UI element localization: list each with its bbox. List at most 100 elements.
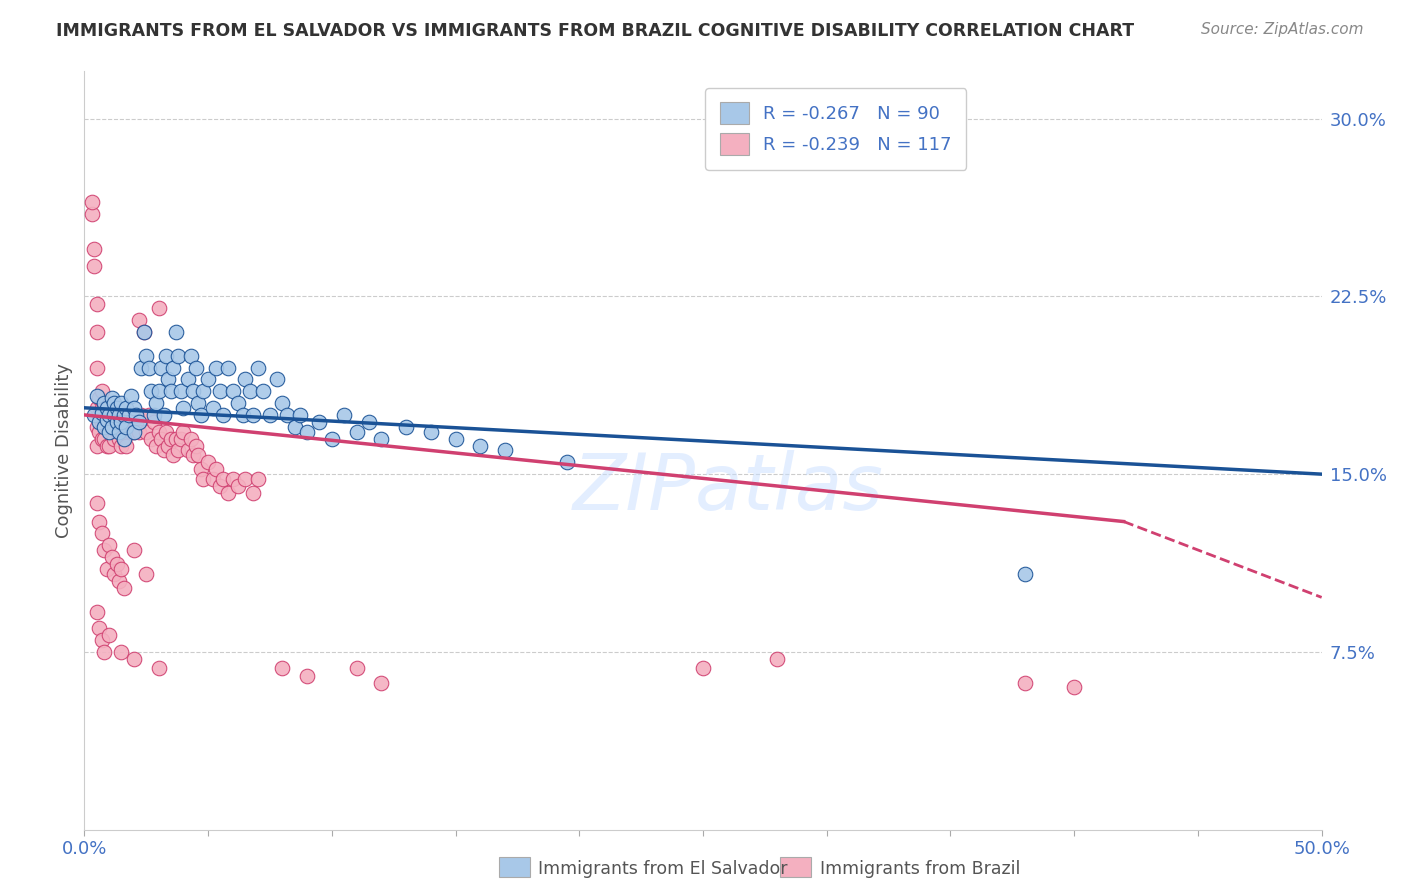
Point (242, 408, 264, 422)
Point (86, 360, 108, 375)
Point (122, 408, 145, 422)
Point (90, 401, 112, 415)
Point (100, 408, 122, 422)
Point (93, 419, 115, 434)
Point (110, 415, 132, 429)
Point (98, 425, 121, 439)
Point (226, 479, 249, 493)
Point (93, 645, 115, 659)
Point (90, 384, 112, 399)
Point (165, 432, 187, 446)
Point (167, 443, 190, 458)
Point (98, 538, 121, 552)
Point (212, 472, 235, 486)
Point (86, 401, 108, 415)
Point (118, 408, 141, 422)
Point (122, 401, 145, 415)
Point (346, 425, 368, 439)
Point (148, 661, 170, 675)
Point (103, 396, 125, 410)
Point (172, 401, 194, 415)
Point (204, 360, 226, 375)
Point (105, 401, 128, 415)
Point (93, 401, 115, 415)
Point (333, 408, 356, 422)
Point (135, 425, 157, 439)
Point (86, 389, 108, 403)
Point (148, 384, 170, 399)
Legend: R = -0.267   N = 90, R = -0.239   N = 117: R = -0.267 N = 90, R = -0.239 N = 117 (706, 88, 966, 170)
Point (98, 408, 121, 422)
Point (122, 425, 145, 439)
Point (93, 415, 115, 429)
Point (766, 652, 789, 666)
Point (308, 415, 330, 429)
Point (222, 384, 245, 399)
Point (162, 448, 184, 462)
Point (142, 415, 165, 429)
Point (167, 349, 190, 363)
Point (93, 543, 115, 558)
Point (226, 396, 249, 410)
Point (184, 439, 207, 453)
Text: IMMIGRANTS FROM EL SALVADOR VS IMMIGRANTS FROM BRAZIL COGNITIVE DISABILITY CORRE: IMMIGRANTS FROM EL SALVADOR VS IMMIGRANT… (56, 22, 1135, 40)
Point (122, 543, 145, 558)
Point (190, 408, 212, 422)
Point (96, 439, 118, 453)
Point (100, 550, 122, 565)
Point (252, 384, 274, 399)
Point (494, 443, 516, 458)
Point (89, 415, 111, 429)
Point (96, 412, 118, 426)
Point (555, 455, 578, 469)
Text: Immigrants from Brazil: Immigrants from Brazil (820, 860, 1021, 878)
Point (321, 432, 343, 446)
Point (295, 668, 318, 682)
Point (155, 349, 177, 363)
Point (105, 401, 128, 415)
Point (98, 419, 121, 434)
Point (239, 384, 262, 399)
Point (191, 384, 214, 399)
Point (187, 448, 209, 462)
Point (135, 349, 157, 363)
Point (122, 652, 145, 666)
Point (222, 472, 245, 486)
Point (470, 439, 492, 453)
Point (103, 432, 125, 446)
Point (96, 562, 118, 576)
Point (148, 301, 170, 316)
Point (100, 425, 122, 439)
Point (105, 425, 128, 439)
Point (177, 443, 200, 458)
Y-axis label: Cognitive Disability: Cognitive Disability (55, 363, 73, 538)
Point (90, 633, 112, 648)
Point (115, 419, 138, 434)
Point (132, 325, 155, 339)
Point (266, 372, 288, 386)
Point (233, 472, 256, 486)
Point (112, 408, 135, 422)
Point (108, 425, 131, 439)
Point (93, 396, 115, 410)
Point (204, 462, 226, 476)
Point (89, 621, 111, 635)
Point (90, 415, 112, 429)
Point (80, 194, 103, 209)
Point (148, 425, 170, 439)
Point (191, 472, 214, 486)
Point (150, 360, 173, 375)
Point (128, 425, 150, 439)
Point (100, 419, 122, 434)
Point (96, 419, 118, 434)
Point (276, 408, 298, 422)
Point (419, 425, 441, 439)
Point (170, 432, 193, 446)
Point (209, 479, 232, 493)
Point (86, 495, 108, 509)
Point (172, 425, 194, 439)
Point (357, 415, 380, 429)
Point (89, 425, 111, 439)
Point (259, 408, 281, 422)
Point (112, 408, 135, 422)
